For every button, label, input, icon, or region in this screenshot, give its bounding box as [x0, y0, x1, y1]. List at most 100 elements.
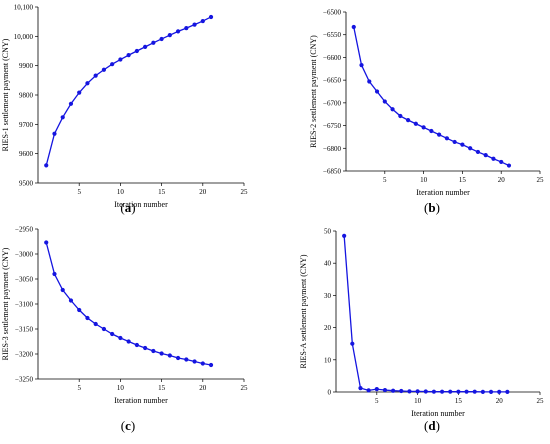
data-point: [77, 90, 82, 95]
chart-panel-c: 5 10 15 20 25 −2950 −3000 −3050 −3100 −3150 −3200 −…: [1, 226, 248, 434]
y-tick-label: −6550: [323, 31, 341, 39]
data-point: [505, 389, 510, 394]
data-point: [52, 271, 57, 277]
y-tick-label: −3250: [15, 376, 33, 384]
data-point: [472, 389, 477, 394]
y-tick-label: −3200: [15, 351, 33, 359]
data-point: [429, 128, 434, 134]
x-tick-label: 20: [199, 384, 207, 392]
data-point: [85, 315, 90, 321]
y-tick-label: 30: [324, 292, 332, 300]
data-point: [437, 132, 442, 137]
y-tick-label: −6750: [323, 122, 341, 130]
data-point: [415, 389, 420, 394]
data-point: [110, 331, 115, 337]
data-point: [44, 240, 49, 245]
data-point: [93, 73, 98, 78]
data-point: [134, 342, 139, 348]
data-point: [390, 107, 395, 112]
data-point: [483, 153, 488, 158]
data-point: [143, 44, 148, 49]
y-tick-label: −6850: [323, 168, 341, 176]
data-point: [342, 233, 347, 238]
x-tick-label: 10: [117, 384, 125, 392]
x-tick-label: 20: [199, 188, 207, 196]
data-point: [499, 159, 504, 165]
panel-label: (b): [424, 200, 440, 215]
y-axis-label: RIES-1 settlement payment (CNY): [1, 38, 10, 151]
data-point: [456, 389, 461, 394]
data-point: [151, 348, 156, 354]
data-point: [439, 389, 445, 394]
y-tick-label: 9700: [19, 121, 34, 129]
data-point: [464, 389, 469, 394]
x-tick-label: 10: [414, 397, 422, 405]
data-point: [167, 353, 172, 358]
data-point: [359, 63, 364, 68]
data-point: [468, 146, 473, 151]
data-point: [126, 339, 131, 344]
data-point: [460, 142, 465, 147]
data-point: [382, 387, 388, 393]
series-line: [45, 242, 212, 366]
data-point: [52, 131, 57, 136]
series-line: [353, 26, 510, 167]
data-point: [101, 67, 107, 72]
data-point: [208, 362, 214, 368]
y-tick-label: 10,100: [14, 4, 34, 12]
data-point: [184, 357, 189, 362]
y-tick-label: 20: [324, 324, 332, 332]
data-point: [44, 163, 49, 168]
data-point: [374, 387, 379, 392]
x-tick-label: 10: [117, 188, 125, 196]
data-point: [192, 359, 197, 364]
y-tick-label: 0: [328, 389, 332, 397]
data-point: [118, 335, 123, 341]
y-tick-label: 50: [324, 228, 332, 236]
data-point: [60, 287, 65, 293]
y-tick-label: −3100: [15, 301, 33, 309]
x-tick-label: 25: [241, 384, 249, 392]
data-point: [175, 29, 181, 34]
y-tick-label: 10,000: [14, 33, 34, 41]
x-tick-label: 25: [537, 176, 545, 184]
data-point: [126, 53, 131, 58]
data-point: [208, 14, 214, 20]
x-axis-label: Iteration number: [411, 409, 465, 418]
data-point: [423, 389, 428, 394]
data-point: [506, 163, 512, 168]
data-point: [452, 139, 457, 145]
data-point: [497, 389, 502, 394]
data-point: [151, 40, 156, 45]
data-point: [413, 121, 418, 126]
data-point: [77, 307, 82, 313]
x-tick-label: 25: [241, 188, 249, 196]
y-tick-label: 9800: [19, 92, 34, 100]
data-point: [118, 57, 123, 62]
data-point: [398, 113, 403, 119]
chart-panel-d: 5 10 15 20 25 0 10 20 30 40 50 Iteration number RIES…: [299, 228, 544, 434]
x-tick-label: 5: [383, 176, 387, 184]
y-tick-label: 40: [324, 260, 332, 268]
series-line: [343, 235, 508, 393]
y-tick-label: −6600: [323, 54, 341, 62]
data-point: [444, 136, 449, 141]
x-tick-label: 20: [498, 176, 506, 184]
y-tick-label: 9900: [19, 62, 34, 70]
y-tick-label: −3050: [15, 276, 33, 284]
y-tick-label: −6800: [323, 145, 341, 153]
data-point: [200, 18, 205, 24]
data-point: [167, 33, 172, 38]
chart-panel-b: 5 10 15 20 25 −6500 −6550 −6600 −6650 −6700 −6750 −…: [309, 9, 544, 216]
data-point: [399, 388, 404, 394]
y-tick-label: −2950: [15, 226, 33, 234]
x-tick-label: 15: [455, 397, 463, 405]
x-axis-label: Iteration number: [114, 200, 168, 209]
y-axis-label: RIES-A settlement payment (CNY): [299, 254, 308, 368]
data-point: [421, 125, 426, 130]
data-point: [93, 321, 98, 327]
series-line: [45, 16, 212, 166]
data-point: [391, 388, 396, 393]
data-point: [405, 118, 411, 123]
